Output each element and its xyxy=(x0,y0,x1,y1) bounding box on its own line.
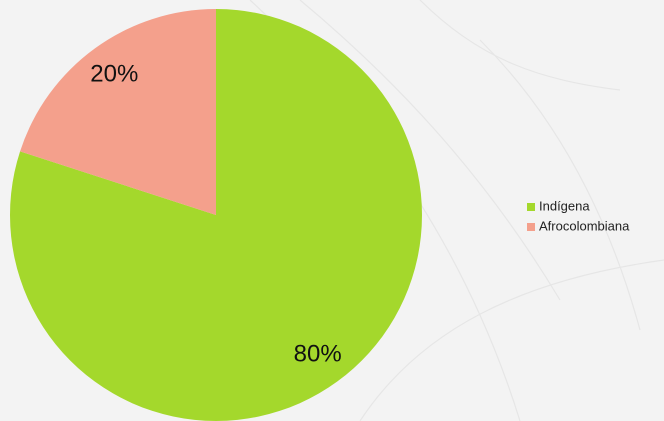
legend-label: Afrocolombiana xyxy=(539,218,630,233)
slice-label: 80% xyxy=(294,340,342,367)
pie-slice xyxy=(20,9,217,215)
legend-label: Indígena xyxy=(539,198,590,213)
legend-swatch xyxy=(527,203,535,211)
slice-label: 20% xyxy=(90,60,138,87)
legend-swatch xyxy=(527,223,535,231)
